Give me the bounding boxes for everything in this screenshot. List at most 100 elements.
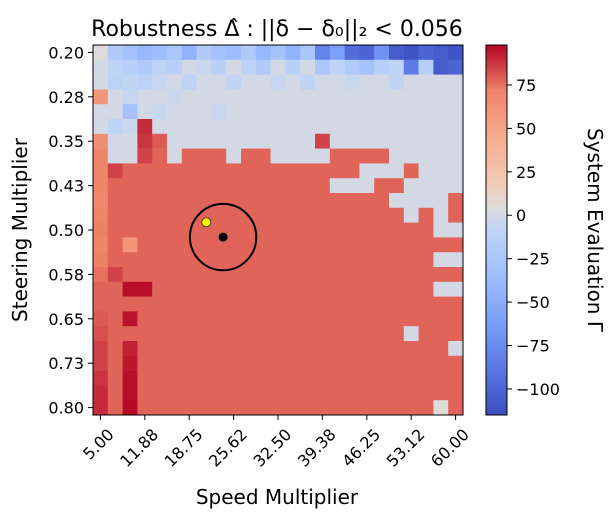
heatmap-cell — [448, 252, 464, 268]
heatmap-cell — [196, 59, 212, 75]
heatmap-cell — [152, 341, 168, 357]
heatmap-cell — [285, 89, 301, 105]
heatmap-cell — [255, 400, 271, 416]
heatmap-cell — [359, 385, 375, 401]
heatmap-cell — [137, 311, 153, 327]
heatmap-cell — [389, 370, 405, 386]
heatmap-cell — [329, 267, 345, 283]
colorbar-tick-label: −75 — [516, 337, 550, 356]
heatmap-cell — [137, 193, 153, 209]
heatmap-cell — [433, 74, 449, 90]
heatmap-cell — [107, 133, 123, 149]
heatmap-cell — [211, 59, 227, 75]
heatmap-cell — [122, 89, 138, 105]
heatmap-cell — [270, 281, 286, 297]
heatmap-cell — [433, 326, 449, 342]
heatmap-cell — [107, 59, 123, 75]
heatmap-cell — [181, 89, 197, 105]
heatmap-cell — [403, 74, 419, 90]
heatmap-cell — [241, 178, 257, 194]
heatmap-cell — [344, 59, 360, 75]
heatmap-cell — [122, 326, 138, 342]
heatmap-cell — [344, 148, 360, 164]
heatmap-cell — [196, 133, 212, 149]
heatmap-cell — [329, 59, 345, 75]
heatmap-cell — [433, 267, 449, 283]
heatmap-cell — [329, 326, 345, 342]
heatmap-cell — [389, 45, 405, 61]
heatmap-cell — [359, 400, 375, 416]
heatmap-cell — [285, 311, 301, 327]
heatmap-cell — [433, 119, 449, 135]
x-tick-label: 53.12 — [383, 425, 429, 471]
heatmap-cell — [389, 104, 405, 120]
heatmap-cell — [137, 341, 153, 357]
heatmap-cell — [181, 207, 197, 223]
heatmap-cell — [167, 311, 183, 327]
heatmap-cell — [359, 296, 375, 312]
heatmap-cell — [181, 341, 197, 357]
heatmap-cell — [285, 104, 301, 120]
heatmap-cell — [448, 193, 464, 209]
heatmap-cell — [211, 370, 227, 386]
heatmap-cell — [374, 252, 390, 268]
heatmap-cell — [226, 252, 242, 268]
heatmap-cell — [152, 267, 168, 283]
heatmap-cell — [300, 370, 316, 386]
heatmap-cell — [255, 222, 271, 238]
heatmap-cell — [389, 222, 405, 238]
heatmap-cell — [107, 74, 123, 90]
heatmap-cell — [374, 370, 390, 386]
heatmap-cell — [374, 104, 390, 120]
heatmap-cell — [448, 326, 464, 342]
heatmap-cell — [152, 222, 168, 238]
heatmap-cell — [433, 252, 449, 268]
heatmap-cell — [226, 341, 242, 357]
heatmap-cell — [270, 400, 286, 416]
heatmap-cell — [270, 355, 286, 371]
heatmap-cell — [359, 207, 375, 223]
heatmap-cell — [181, 104, 197, 120]
heatmap-cell — [403, 133, 419, 149]
heatmap-cell — [211, 133, 227, 149]
heatmap-cell — [329, 89, 345, 105]
heatmap-cell — [181, 311, 197, 327]
heatmap-cell — [181, 370, 197, 386]
heatmap-cell — [359, 355, 375, 371]
heatmap-cell — [211, 296, 227, 312]
heatmap-cell — [226, 311, 242, 327]
heatmap-cell — [137, 45, 153, 61]
heatmap-cell — [403, 222, 419, 238]
heatmap-cell — [403, 355, 419, 371]
heatmap-cell — [315, 355, 331, 371]
heatmap-cell — [418, 178, 434, 194]
heatmap-cell — [211, 89, 227, 105]
colorbar-tick-label: 25 — [516, 163, 536, 182]
heatmap-cell — [329, 341, 345, 357]
heatmap-cell — [329, 355, 345, 371]
heatmap-cell — [270, 237, 286, 253]
heatmap-cell — [137, 222, 153, 238]
heatmap-cell — [418, 355, 434, 371]
heatmap-cell — [122, 133, 138, 149]
heatmap-cell — [122, 341, 138, 357]
heatmap-cell — [226, 45, 242, 61]
heatmap-cell — [344, 74, 360, 90]
heatmap-cell — [359, 193, 375, 209]
heatmap-cell — [389, 178, 405, 194]
heatmap-cell — [389, 59, 405, 75]
heatmap-cell — [137, 104, 153, 120]
heatmap-cell — [418, 326, 434, 342]
heatmap-cells — [93, 45, 464, 416]
heatmap-cell — [344, 178, 360, 194]
heatmap-cell — [152, 370, 168, 386]
heatmap-cell — [389, 296, 405, 312]
heatmap-cell — [403, 178, 419, 194]
heatmap-cell — [285, 237, 301, 253]
heatmap-cell — [270, 326, 286, 342]
heatmap-cell — [241, 89, 257, 105]
heatmap-cell — [418, 89, 434, 105]
heatmap-cell — [196, 45, 212, 61]
heatmap-cell — [448, 237, 464, 253]
heatmap-cell — [137, 370, 153, 386]
